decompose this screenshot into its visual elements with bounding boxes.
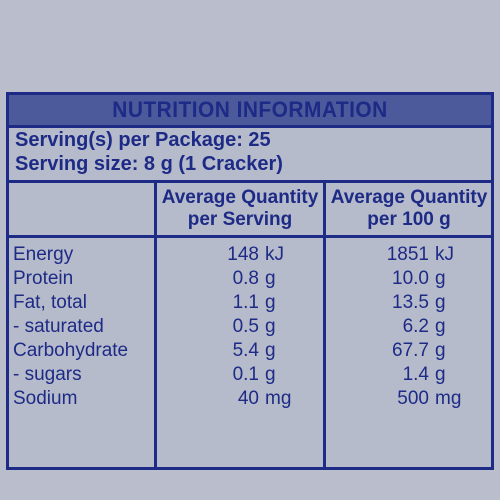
serving-value: 0.8 [232,268,259,289]
serving-value: 0.1 [232,364,259,385]
table-border: NUTRITION INFORMATION Serving(s) per Pac… [6,92,494,470]
serving-unit: g [265,292,276,313]
serving-unit: g [265,268,276,289]
per-100g-unit: mg [435,388,462,409]
row-label: - saturated [13,316,104,337]
serving-value: 0.5 [232,316,259,337]
per-100g-value: 1851 [386,244,429,265]
table-row: 1.4 g [329,363,461,387]
per-100g-unit: kJ [435,244,454,265]
table-row: 1851 kJ [329,243,461,267]
title-bar: NUTRITION INFORMATION [9,95,491,128]
table-row: 13.5 g [329,291,461,315]
header-per-100g: Average Quantity per 100 g [326,187,492,231]
serving-unit: g [265,316,276,337]
per-serving-values: 148 kJ 0.8 g 1.1 g 0.5 g 5.4 g 0.1 g 40 mg [159,243,291,411]
per-100g-unit: g [435,292,446,313]
table-row: 67.7 g [329,339,461,363]
column-divider-2 [323,183,326,467]
header-per-serving-line1: Average Quantity [161,187,319,208]
per-100g-value: 6.2 [402,316,429,337]
per-100g-value: 67.7 [392,340,429,361]
nutrition-panel: NUTRITION INFORMATION Serving(s) per Pac… [6,92,494,470]
panel-title: NUTRITION INFORMATION [112,97,388,122]
header-per-100g-line2: per 100 g [367,209,451,230]
serving-value: 1.1 [232,292,259,313]
nutrient-labels: Energy Protein Fat, total - saturated Ca… [13,243,128,411]
serving-value: 40 [237,388,259,409]
per-100g-value: 500 [397,388,429,409]
serving-unit: mg [265,388,292,409]
row-label: Energy [13,244,74,265]
per-100g-unit: g [435,340,446,361]
table-row: 500 mg [329,387,461,411]
row-label: Protein [13,268,74,289]
per-100g-unit: g [435,364,446,385]
per-100g-value: 13.5 [392,292,429,313]
row-label: Sodium [13,388,78,409]
table-row: 10.0 g [329,267,461,291]
table-row: 40 mg [159,387,292,411]
header-per-serving: Average Quantity per Serving [157,187,323,231]
per-100g-unit: g [435,316,446,337]
table-row: 1.1 g [159,291,291,315]
serving-size: Serving size: 8 g (1 Cracker) [15,153,283,175]
serving-unit: g [265,340,276,361]
table-row: 0.1 g [159,363,291,387]
servings-per-package: Serving(s) per Package: 25 [15,129,271,151]
header-per-100g-line1: Average Quantity [330,187,488,208]
column-divider-1 [154,183,157,467]
divider-header [9,235,491,238]
divider-top [9,180,491,183]
per-100g-unit: g [435,268,446,289]
table-row: 5.4 g [159,339,291,363]
serving-unit: g [265,364,276,385]
table-row: 0.8 g [159,267,291,291]
row-label: - sugars [13,364,82,385]
table-row: 0.5 g [159,315,291,339]
per-100g-values: 1851 kJ 10.0 g 13.5 g 6.2 g 67.7 g 1.4 g 500 mg [329,243,462,411]
row-label: Carbohydrate [13,340,129,361]
table-row: 148 kJ [159,243,291,267]
header-per-serving-line2: per Serving [187,209,293,230]
per-100g-value: 1.4 [402,364,429,385]
serving-unit: kJ [265,244,284,265]
table-row: 6.2 g [329,315,461,339]
serving-value: 148 [227,244,259,265]
row-label: Fat, total [13,292,87,313]
serving-value: 5.4 [232,340,259,361]
per-100g-value: 10.0 [392,268,429,289]
